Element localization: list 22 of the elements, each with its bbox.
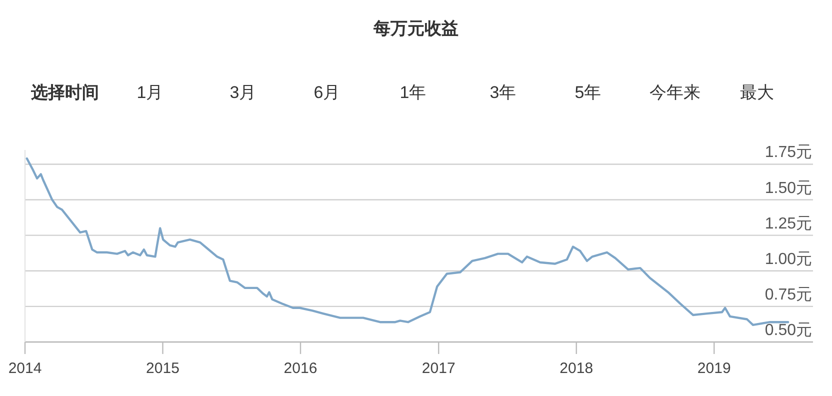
x-tick-label: 2014 [8,360,42,377]
text: 选择时间 [30,83,99,102]
text: 5年 [574,83,602,102]
y-tick-label: 0.75元 [764,286,812,304]
x-tick-label: 2016 [284,360,318,377]
text: 6月 [314,83,340,102]
text: 3年 [490,83,516,102]
text: 1月 [136,83,164,102]
chart-title: 每万元收益 [372,19,458,38]
y-tick-label: 1.00元 [764,250,812,268]
y-tick-label: 1.25元 [764,215,812,232]
x-tick-label: 2017 [422,360,456,377]
x-tick-label: 2018 [560,360,594,377]
text: 1年 [400,83,426,102]
y-tick-label: 1.50元 [764,180,812,197]
text: 最大 [740,83,774,102]
text: 今年来 [650,83,700,102]
x-tick-label: 2015 [146,360,180,377]
y-tick-label: 0.50元 [764,322,812,339]
text: 3月 [230,83,256,102]
x-tick-label: 2019 [697,360,731,377]
y-tick-label: 1.75元 [764,144,812,162]
